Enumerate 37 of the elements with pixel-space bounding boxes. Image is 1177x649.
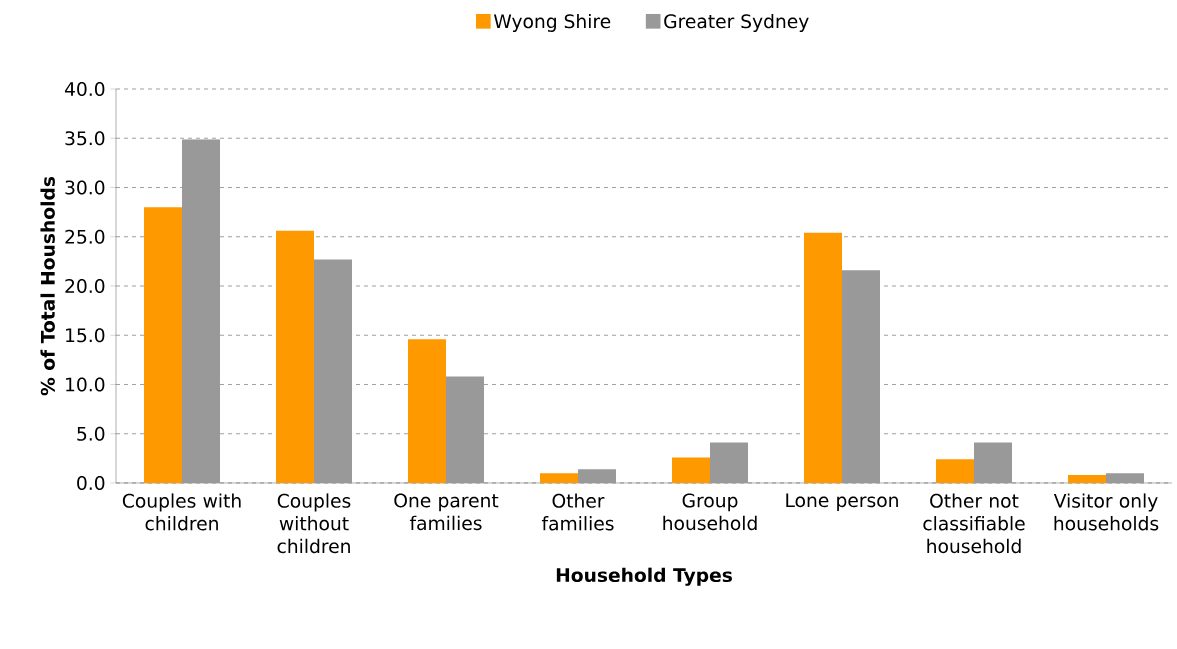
y-tick-label: 5.0	[77, 426, 105, 441]
y-tick-label: 35.0	[65, 131, 105, 146]
bar	[276, 230, 315, 483]
x-tick-label: Group household	[663, 493, 757, 531]
x-tick-label: Other families	[541, 493, 614, 531]
bar	[446, 376, 484, 483]
x-tick-label: Couples without children	[277, 493, 351, 554]
x-tick-label: Other not classifiable household	[923, 493, 1025, 554]
bar	[710, 442, 748, 483]
bar	[408, 339, 446, 483]
bar	[578, 469, 617, 483]
y-tick-label: 10.0	[66, 377, 105, 392]
x-tick-label: Lone person	[786, 493, 898, 511]
x-tick-label: Couples with children	[122, 493, 241, 531]
bar	[144, 207, 183, 483]
x-axis-title: Household Types	[556, 567, 732, 586]
legend-label: Wyong Shire	[493, 13, 611, 32]
bar	[974, 442, 1012, 483]
bar	[1105, 473, 1144, 483]
bar	[936, 459, 974, 483]
x-tick-label: Visitor only households	[1053, 493, 1159, 531]
bar	[182, 139, 221, 483]
legend-label: Greater Sydney	[664, 13, 809, 32]
bar	[1067, 475, 1106, 483]
bar	[804, 232, 842, 483]
bar	[672, 457, 710, 483]
x-tick-label: One parent families	[394, 493, 499, 531]
bar	[540, 473, 578, 483]
y-axis-title: % of Total Housholds	[40, 176, 55, 396]
bar	[842, 270, 880, 483]
y-tick-label: 20.0	[65, 278, 105, 294]
y-tick-label: 25.0	[65, 229, 105, 244]
y-tick-label: 40.0	[64, 81, 105, 97]
y-tick-label: 30.0	[65, 180, 105, 195]
y-tick-label: 0.0	[77, 475, 105, 491]
bar	[314, 259, 353, 483]
y-tick-label: 15.0	[66, 328, 105, 343]
